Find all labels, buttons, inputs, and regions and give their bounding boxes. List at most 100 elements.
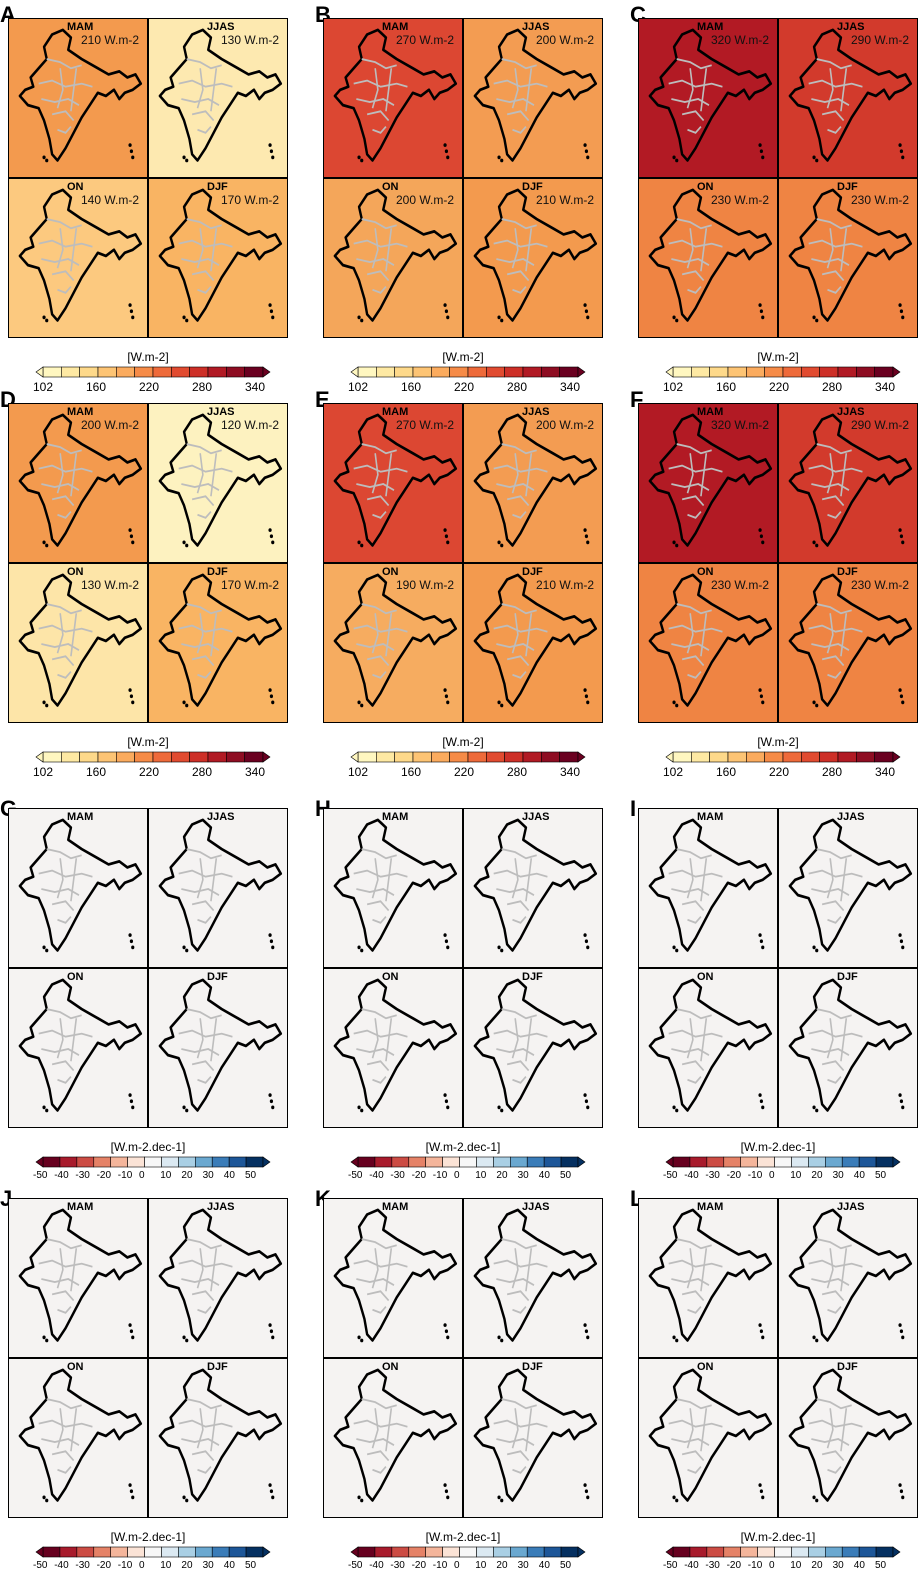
colorbar-segment	[782, 751, 802, 763]
colorbar-tick-label: 40	[538, 1170, 550, 1181]
colorbar-segment	[875, 1156, 894, 1168]
colorbar-tick-label: 10	[475, 1560, 487, 1571]
island	[899, 1329, 904, 1334]
colorbar-segment	[228, 1156, 247, 1168]
island	[182, 1105, 186, 1110]
state-boundary	[70, 68, 78, 112]
state-boundary	[353, 79, 408, 88]
colorbar-segment	[510, 1546, 528, 1558]
island	[45, 1108, 49, 1113]
state-boundary	[366, 1290, 390, 1302]
island	[898, 688, 902, 692]
island	[583, 933, 587, 937]
state-boundary	[385, 68, 393, 112]
india-map	[648, 1208, 773, 1343]
state-boundary	[671, 1048, 710, 1056]
state-boundary	[827, 1075, 842, 1084]
india-map	[18, 978, 143, 1113]
island	[129, 1329, 134, 1334]
india-map	[333, 188, 458, 323]
island	[182, 540, 186, 545]
map-quadrant: MAM 210 W.m-2	[8, 18, 148, 178]
state-boundary	[56, 453, 64, 494]
colorbar-tick-label: -20	[411, 1170, 427, 1181]
colorbar-tick-label: 340	[245, 380, 266, 394]
island	[443, 143, 447, 147]
state-boundary	[186, 1238, 222, 1250]
island	[45, 703, 49, 708]
colorbar-segment	[42, 366, 62, 378]
season-label: DJF	[207, 181, 228, 193]
island	[45, 1338, 49, 1343]
colorbar-segment	[723, 1546, 741, 1558]
island	[446, 540, 450, 545]
india-map	[648, 978, 773, 1113]
state-boundary	[671, 643, 710, 651]
state-boundary	[668, 464, 723, 473]
colorbar-segment	[493, 1546, 511, 1558]
state-boundary	[366, 1060, 390, 1072]
country-border	[648, 1368, 773, 1502]
island	[815, 158, 819, 163]
colorbar-label: [W.m-2]	[757, 350, 799, 364]
country-border	[648, 573, 773, 707]
colorbar-tick-label: 50	[875, 1560, 887, 1571]
state-boundary	[210, 228, 218, 272]
island	[584, 1329, 589, 1334]
mean-value-label: 320 W.m-2	[710, 33, 769, 47]
state-boundary	[525, 453, 533, 497]
colorbar-segment	[408, 1546, 426, 1558]
season-label: DJF	[522, 181, 543, 193]
island	[185, 703, 189, 708]
colorbar-tick-label: 102	[348, 380, 369, 394]
island	[758, 303, 762, 307]
island	[500, 1338, 504, 1343]
island	[584, 309, 589, 314]
country-border	[648, 818, 773, 952]
state-boundary	[496, 643, 535, 651]
state-boundary	[372, 285, 387, 294]
colorbar-segment	[856, 366, 875, 378]
country-border	[158, 818, 283, 952]
season-label: JJAS	[207, 21, 235, 33]
state-boundary	[181, 1278, 220, 1286]
india-map	[158, 818, 283, 953]
state-boundary	[46, 443, 82, 455]
island	[42, 315, 46, 320]
island	[268, 1093, 272, 1097]
state-boundary	[366, 655, 390, 667]
island	[444, 694, 449, 699]
season-label: MAM	[382, 811, 409, 823]
island	[357, 1335, 361, 1340]
colorbar-segment	[376, 751, 395, 763]
state-boundary	[51, 900, 75, 912]
map-quadrant: ON 200 W.m-2	[323, 178, 463, 338]
state-boundary	[186, 1398, 222, 1410]
state-boundary	[511, 613, 519, 654]
state-boundary	[38, 79, 93, 88]
state-boundary	[525, 68, 533, 112]
state-boundary	[525, 858, 533, 902]
island	[758, 143, 762, 147]
island	[497, 1105, 501, 1110]
colorbar-tick-label: -50	[348, 1170, 363, 1181]
colorbar-tick-label: -10	[117, 1170, 133, 1181]
season-label: JJAS	[207, 1201, 235, 1213]
colorbar-tick-label: 160	[401, 765, 422, 779]
colorbar-segment	[791, 1156, 809, 1168]
colorbar-segment	[774, 1156, 792, 1168]
colorbar-segment	[357, 366, 377, 378]
state-boundary	[821, 1290, 845, 1302]
colorbar-label: [W.m-2]	[127, 735, 169, 749]
island	[758, 1093, 762, 1097]
island	[586, 540, 590, 545]
season-label: ON	[697, 566, 714, 578]
island	[444, 534, 449, 539]
colorbar-label: [W.m-2]	[757, 735, 799, 749]
island	[759, 1099, 764, 1104]
colorbar-tick-label: 40	[853, 1560, 865, 1571]
island	[898, 528, 902, 532]
island	[759, 534, 764, 539]
state-boundary	[178, 464, 233, 473]
island	[268, 303, 272, 307]
